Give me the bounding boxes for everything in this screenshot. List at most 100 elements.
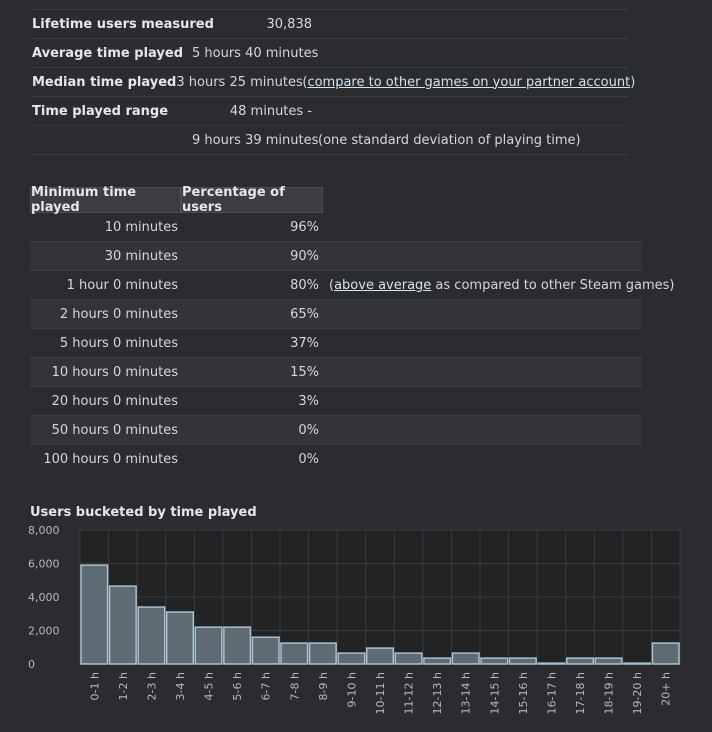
x-tick-label: 4-5 h xyxy=(203,672,216,700)
x-tick-label: 20+ h xyxy=(660,672,673,706)
x-tick-label: 8-9 h xyxy=(317,672,330,700)
x-tick-label: 5-6 h xyxy=(231,672,244,700)
percentage-cell: 65% xyxy=(290,306,319,322)
summary-label: Average time played xyxy=(32,45,184,61)
summary-value: 30,838 xyxy=(266,16,313,32)
table-row: 30 minutes 90% xyxy=(30,242,642,270)
min-time-cell: 10 minutes xyxy=(104,219,178,235)
bar xyxy=(308,642,337,665)
summary-table: Lifetime users measured 30,838 Average t… xyxy=(30,9,635,155)
row-divider xyxy=(30,299,642,300)
min-time-cell: 2 hours 0 minutes xyxy=(59,306,178,322)
bar xyxy=(451,652,480,665)
bar xyxy=(337,652,366,665)
x-tick-label: 1-2 h xyxy=(117,672,130,700)
bar xyxy=(565,657,595,665)
summary-value: 5 hours 40 minutes xyxy=(192,45,319,61)
min-time-cell: 50 hours 0 minutes xyxy=(51,422,178,438)
bar xyxy=(508,657,537,665)
bar xyxy=(194,626,223,665)
bar xyxy=(80,564,109,665)
x-tick-label: 19-20 h xyxy=(631,672,644,714)
summary-value: 9 hours 39 minutes xyxy=(192,132,319,148)
bar xyxy=(537,662,566,665)
summary-value: 48 minutes - xyxy=(229,103,312,119)
chart-title: Users bucketed by time played xyxy=(30,505,257,520)
bar xyxy=(251,636,280,665)
x-tick-label: 16-17 h xyxy=(545,672,558,714)
y-tick-label: 0 xyxy=(28,658,35,671)
y-tick-label: 4,000 xyxy=(28,591,60,604)
x-tick-label: 15-16 h xyxy=(517,672,530,714)
row-divider xyxy=(30,357,642,358)
percentage-cell: 0% xyxy=(298,451,319,467)
bar xyxy=(165,611,195,665)
row-divider xyxy=(30,270,642,271)
percentage-cell: 15% xyxy=(290,364,319,380)
summary-row-users: Lifetime users measured 30,838 xyxy=(30,9,628,39)
bar xyxy=(365,647,395,665)
table-row: 100 hours 0 minutes 0% xyxy=(30,445,642,473)
y-tick-label: 6,000 xyxy=(28,558,60,571)
summary-label: Lifetime users measured xyxy=(32,16,214,32)
users-bucketed-chart: 0 2,000 4,000 6,000 8,000 0-1 h 1-2 h 2-3 h 3-4 … xyxy=(28,524,681,714)
summary-note: (one standard deviation of playing time) xyxy=(318,132,581,148)
table-row: 20 hours 0 minutes 3% xyxy=(30,387,642,415)
x-tick-label: 12-13 h xyxy=(431,672,444,714)
percentage-cell: 96% xyxy=(290,219,319,235)
percentage-cell: 0% xyxy=(298,422,319,438)
row-divider xyxy=(30,241,642,242)
note-prefix: ( xyxy=(302,74,308,90)
bar xyxy=(137,606,166,665)
column-header-min-time: Minimum time played xyxy=(30,185,181,215)
row-divider xyxy=(30,386,642,387)
summary-row-median: Median time played 3 hours 25 minutes (c… xyxy=(30,68,635,97)
bar xyxy=(223,626,252,665)
summary-row-range: Time played range 48 minutes - xyxy=(30,97,628,126)
x-tick-label: 3-4 h xyxy=(174,672,187,700)
x-tick-label: 13-14 h xyxy=(460,672,473,714)
percentage-cell: 3% xyxy=(298,393,319,409)
min-time-cell: 30 minutes xyxy=(104,248,178,264)
min-time-cell: 1 hour 0 minutes xyxy=(66,277,178,293)
above-average-link[interactable]: above average xyxy=(334,277,432,293)
percentage-cell: 90% xyxy=(290,248,319,264)
bar xyxy=(280,642,309,665)
min-time-cell: 10 hours 0 minutes xyxy=(51,364,178,380)
note-prefix: ( xyxy=(329,277,335,293)
table-row: 2 hours 0 minutes 65% xyxy=(30,300,642,328)
x-tick-label: 10-11 h xyxy=(374,672,387,714)
bar xyxy=(108,585,137,665)
note-suffix: ) xyxy=(630,74,636,90)
x-tick-label: 18-19 h xyxy=(603,672,616,714)
percentage-cell: 80% xyxy=(290,277,319,293)
bar xyxy=(594,657,623,665)
bar xyxy=(651,642,680,665)
table-row: 5 hours 0 minutes 37% xyxy=(30,329,642,357)
x-tick-label: 17-18 h xyxy=(574,672,587,714)
min-time-cell: 100 hours 0 minutes xyxy=(43,451,178,467)
x-tick-label: 0-1 h xyxy=(88,672,101,700)
y-tick-label: 8,000 xyxy=(28,524,60,537)
summary-label: Time played range xyxy=(32,103,169,119)
column-header-percentage: Percentage of users xyxy=(181,185,323,215)
table-header: Minimum time played Percentage of users xyxy=(30,185,642,215)
table-row: 10 hours 0 minutes 15% xyxy=(30,358,642,386)
min-time-cell: 5 hours 0 minutes xyxy=(59,335,178,351)
x-tick-label: 7-8 h xyxy=(288,672,301,700)
table-row: 10 minutes 96% xyxy=(30,213,642,241)
note-suffix: as compared to other Steam games) xyxy=(431,277,675,293)
compare-games-link[interactable]: compare to other games on your partner a… xyxy=(307,74,631,90)
x-tick-label: 6-7 h xyxy=(260,672,273,700)
minimum-time-table: Minimum time played Percentage of users … xyxy=(30,185,675,473)
row-divider xyxy=(30,415,642,416)
table-row: 1 hour 0 minutes 80% (above average as com… xyxy=(30,271,675,299)
comparison-note: (above average as compared to other Stea… xyxy=(323,278,675,293)
summary-note: (compare to other games on your partner … xyxy=(296,75,635,90)
min-time-cell: 20 hours 0 minutes xyxy=(51,393,178,409)
x-tick-label: 14-15 h xyxy=(488,672,501,714)
summary-value: 3 hours 25 minutes xyxy=(176,74,303,90)
summary-row-average: Average time played 5 hours 40 minutes xyxy=(30,39,628,68)
summary-row-range-end: 9 hours 39 minutes (one standard deviati… xyxy=(30,126,628,155)
y-tick-label: 2,000 xyxy=(28,625,60,638)
